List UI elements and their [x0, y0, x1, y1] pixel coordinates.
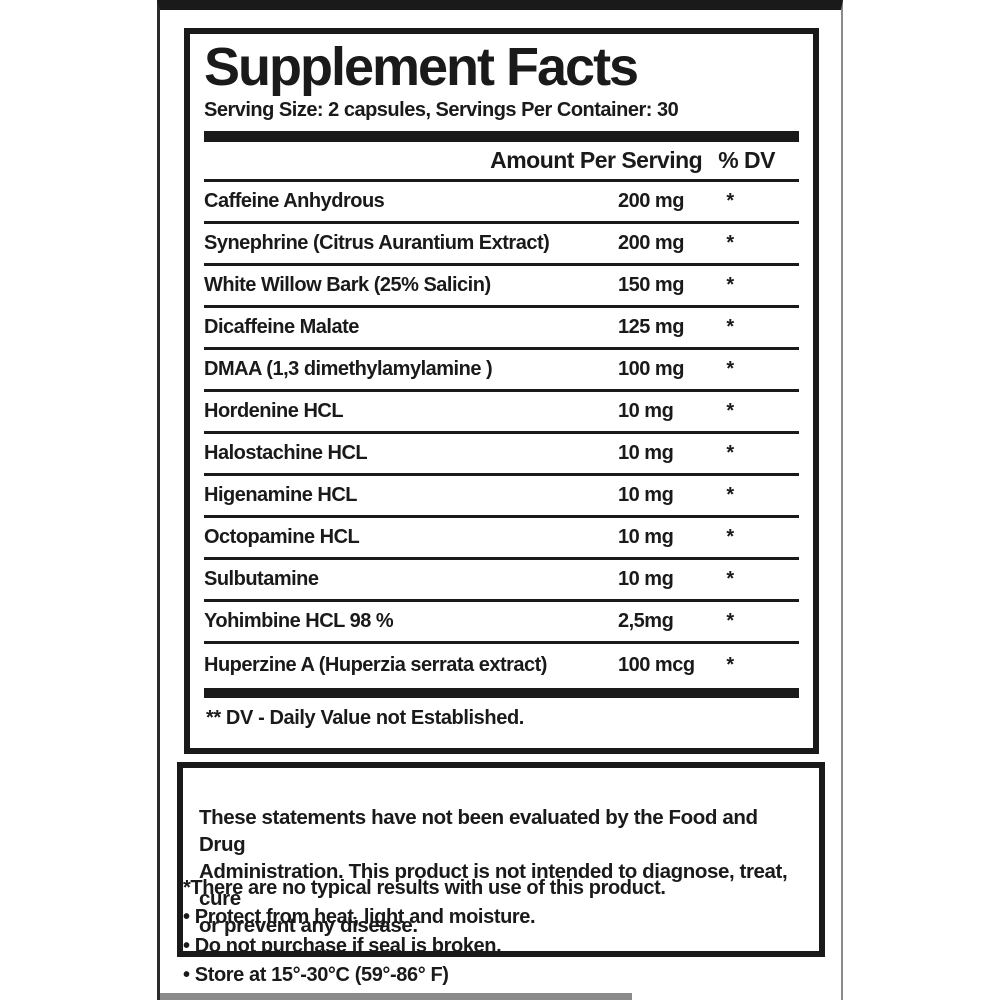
ingredient-amount: 10 mg [618, 400, 674, 423]
ingredient-amount: 10 mg [618, 442, 674, 465]
ingredient-name: Higenamine HCL [204, 484, 358, 507]
ingredient-amount: 10 mg [618, 526, 674, 549]
ingredient-name: Caffeine Anhydrous [204, 190, 385, 213]
ingredient-name: White Willow Bark (25% Salicin) [204, 274, 491, 297]
ingredient-dv: * [726, 274, 734, 297]
label-outer-frame: Supplement Facts Serving Size: 2 capsule… [157, 0, 843, 1000]
ingredient-table: Caffeine Anhydrous 200 mg * Synephrine (… [204, 182, 799, 686]
ingredient-name: Huperzine A (Huperzia serrata extract) [204, 653, 547, 676]
ingredient-row: DMAA (1,3 dimethylamylamine ) 100 mg * [204, 350, 799, 393]
ingredient-dv: * [726, 400, 734, 423]
ingredient-amount: 200 mg [618, 190, 684, 213]
ingredient-dv: * [726, 610, 734, 633]
ingredient-dv: * [726, 653, 734, 676]
thick-divider-bottom [204, 688, 799, 699]
fda-disclaimer-text: These statements have not been evaluated… [199, 806, 788, 937]
ingredient-row: Octopamine HCL 10 mg * [204, 518, 799, 561]
ingredient-amount: 100 mcg [618, 653, 695, 676]
note-line: • Protect from heat, light and moisture. [183, 906, 536, 928]
ingredient-row: Caffeine Anhydrous 200 mg * [204, 182, 799, 225]
table-header: Amount Per Serving % DV [204, 142, 799, 183]
ingredient-name: Octopamine HCL [204, 526, 360, 549]
ingredient-dv: * [726, 316, 734, 339]
ingredient-row: Yohimbine HCL 98 % 2,5mg * [204, 602, 799, 645]
ingredient-dv: * [726, 484, 734, 507]
supplement-facts-panel: Supplement Facts Serving Size: 2 capsule… [184, 28, 819, 755]
note-line: • Store at 15°-30°C (59°-86° F) [183, 964, 449, 986]
ingredient-name: DMAA (1,3 dimethylamylamine ) [204, 358, 493, 381]
ingredient-row: Synephrine (Citrus Aurantium Extract) 20… [204, 224, 799, 267]
ingredient-amount: 2,5mg [618, 610, 674, 633]
ingredient-amount: 200 mg [618, 232, 684, 255]
ingredient-name: Synephrine (Citrus Aurantium Extract) [204, 232, 550, 255]
ingredient-name: Hordenine HCL [204, 400, 344, 423]
dv-footnote: ** DV - Daily Value not Established. [206, 707, 524, 730]
ingredient-dv: * [726, 232, 734, 255]
ingredient-row: Halostachine HCL 10 mg * [204, 434, 799, 477]
ingredient-row: Hordenine HCL 10 mg * [204, 392, 799, 435]
ingredient-amount: 125 mg [618, 316, 684, 339]
ingredient-row: Sulbutamine 10 mg * [204, 560, 799, 603]
ingredient-amount: 100 mg [618, 358, 684, 381]
usage-notes: *There are no typical results with use o… [183, 874, 666, 990]
ingredient-name: Dicaffeine Malate [204, 316, 359, 339]
ingredient-amount: 150 mg [618, 274, 684, 297]
ingredient-name: Halostachine HCL [204, 442, 368, 465]
ingredient-amount: 10 mg [618, 568, 674, 591]
ingredient-dv: * [726, 526, 734, 549]
ingredient-name: Sulbutamine [204, 568, 319, 591]
ingredient-dv: * [726, 190, 734, 213]
ingredient-amount: 10 mg [618, 484, 674, 507]
fda-disclaimer-panel: These statements have not been evaluated… [177, 762, 825, 957]
serving-info: Serving Size: 2 capsules, Servings Per C… [204, 99, 679, 122]
ingredient-dv: * [726, 442, 734, 465]
ingredient-dv: * [726, 358, 734, 381]
ingredient-name: Yohimbine HCL 98 % [204, 610, 394, 633]
note-line: *There are no typical results with use o… [183, 877, 666, 899]
supplement-facts-title: Supplement Facts [204, 37, 639, 97]
dv-header: % DV [718, 147, 775, 174]
thick-divider-top [204, 131, 799, 143]
ingredient-row: Huperzine A (Huperzia serrata extract) 1… [204, 644, 799, 686]
ingredient-row: White Willow Bark (25% Salicin) 150 mg * [204, 266, 799, 309]
note-line: • Do not purchase if seal is broken. [183, 935, 502, 957]
amount-per-serving-header: Amount Per Serving [490, 147, 703, 174]
ingredient-row: Dicaffeine Malate 125 mg * [204, 308, 799, 351]
bottom-scan-bar [160, 993, 632, 1000]
ingredient-dv: * [726, 568, 734, 591]
ingredient-row: Higenamine HCL 10 mg * [204, 476, 799, 519]
